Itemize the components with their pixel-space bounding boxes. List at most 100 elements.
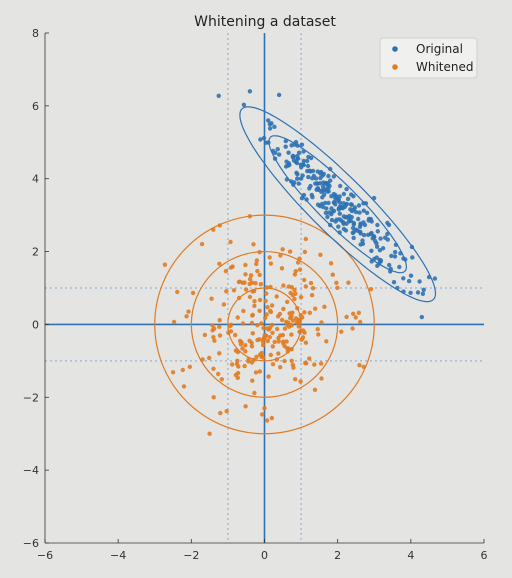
whitened-point xyxy=(181,384,187,389)
whitened-point xyxy=(287,311,292,316)
whitened-point xyxy=(221,302,227,307)
x-tick-label: −2 xyxy=(183,549,199,562)
original-point xyxy=(392,254,398,259)
original-point xyxy=(369,230,374,236)
original-point xyxy=(346,219,352,224)
original-point xyxy=(323,210,329,216)
original-point xyxy=(298,176,304,181)
original-point xyxy=(270,148,276,154)
whitened-point xyxy=(292,287,297,293)
whitened-point xyxy=(288,322,294,328)
confidence-regions xyxy=(154,106,437,435)
whitened-point xyxy=(319,320,324,325)
whitened-point xyxy=(294,320,299,325)
whitened-point xyxy=(250,378,255,383)
whitened-point xyxy=(288,315,293,321)
whitened-point xyxy=(346,280,351,285)
original-point xyxy=(369,248,374,253)
whitened-point xyxy=(295,260,301,265)
whitened-point xyxy=(297,267,303,272)
whitened-point xyxy=(279,266,285,271)
original-point xyxy=(361,232,367,238)
original-point xyxy=(374,244,380,249)
whitened-point xyxy=(316,332,321,337)
original-point xyxy=(432,276,438,281)
whitened-confidence-circle xyxy=(154,214,375,435)
whitened-point xyxy=(274,326,280,332)
whitened-point xyxy=(267,255,272,260)
original-point xyxy=(337,230,342,235)
whitened-point xyxy=(304,361,309,366)
original-point xyxy=(325,214,330,220)
whitened-point xyxy=(289,358,294,363)
whitened-point xyxy=(257,272,262,278)
whitened-point xyxy=(297,256,302,261)
whitened-point xyxy=(292,296,297,302)
whitened-point xyxy=(277,311,283,317)
original-point xyxy=(370,236,375,241)
original-point xyxy=(391,280,397,285)
original-point xyxy=(339,218,344,223)
original-point xyxy=(377,248,383,253)
whitened-point xyxy=(289,347,294,352)
whitened-point xyxy=(293,291,298,296)
whitened-point xyxy=(260,342,266,348)
whitened-point xyxy=(322,304,327,309)
whitened-point xyxy=(315,327,320,332)
whitened-point xyxy=(202,332,208,338)
whitened-point xyxy=(218,410,223,416)
original-point xyxy=(267,122,273,127)
whitened-point xyxy=(274,294,279,299)
whitened-point xyxy=(228,329,234,334)
chart-title: Whitening a dataset xyxy=(194,14,336,30)
whitened-point xyxy=(249,320,255,326)
y-tick-label: −6 xyxy=(23,537,39,550)
original-point xyxy=(320,195,325,200)
original-point xyxy=(385,231,390,237)
whitened-point xyxy=(252,303,257,308)
whitened-point xyxy=(328,261,334,266)
original-point xyxy=(292,142,297,147)
whitened-point xyxy=(252,299,257,304)
whitened-point xyxy=(302,330,307,335)
whitened-point xyxy=(268,352,273,358)
original-point xyxy=(392,249,398,255)
original-point xyxy=(388,266,393,272)
whitened-point xyxy=(264,312,269,317)
original-point xyxy=(349,208,355,214)
whitened-point xyxy=(257,369,263,374)
whitened-point xyxy=(233,348,239,353)
whitened-point xyxy=(272,339,277,345)
whitened-point xyxy=(263,315,268,321)
original-point xyxy=(326,173,331,179)
whitened-point xyxy=(243,349,248,354)
original-point xyxy=(351,235,356,241)
original-point xyxy=(299,142,305,147)
whitened-point xyxy=(312,362,317,367)
whitened-point xyxy=(235,370,241,376)
original-point xyxy=(401,276,406,281)
whitened-point xyxy=(175,289,180,295)
whitened-point xyxy=(361,364,366,370)
whitened-point xyxy=(224,409,229,414)
whitened-point xyxy=(313,306,318,311)
whitened-point xyxy=(298,294,304,300)
whitened-point xyxy=(247,276,253,282)
original-point xyxy=(329,194,334,199)
original-point xyxy=(395,285,400,291)
whitened-point xyxy=(284,339,289,344)
whitened-point xyxy=(268,308,273,314)
original-point xyxy=(326,189,331,194)
whitened-point xyxy=(254,261,259,267)
whitened-point xyxy=(268,284,273,290)
original-point xyxy=(319,201,325,207)
whitened-point xyxy=(335,285,340,290)
original-point xyxy=(375,222,380,228)
original-point xyxy=(345,196,351,202)
original-point xyxy=(305,168,310,174)
whitened-point xyxy=(324,339,329,344)
original-confidence-ellipse xyxy=(239,106,437,303)
original-point xyxy=(398,251,403,256)
original-point xyxy=(341,226,347,232)
